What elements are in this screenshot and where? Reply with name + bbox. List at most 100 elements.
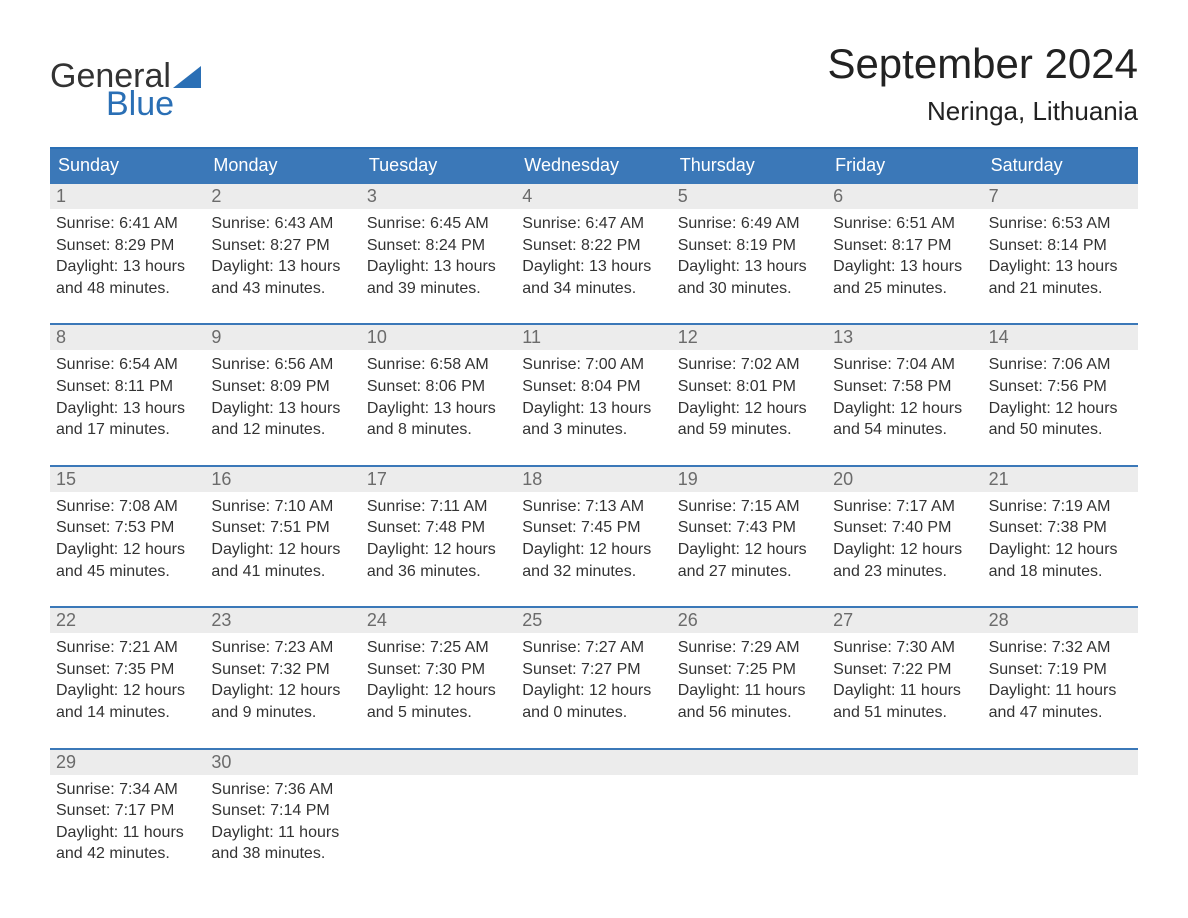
sunset-text: Sunset: 8:06 PM: [367, 376, 510, 398]
day-number: 5: [672, 184, 827, 209]
day-cell: Sunrise: 7:15 AMSunset: 7:43 PMDaylight:…: [672, 492, 827, 606]
sunset-text: Sunset: 7:48 PM: [367, 517, 510, 539]
sunrise-text: Sunrise: 7:10 AM: [211, 496, 354, 518]
day-number: 3: [361, 184, 516, 209]
sunset-text: Sunset: 7:51 PM: [211, 517, 354, 539]
day-number: 17: [361, 467, 516, 492]
daylight-text-line1: Daylight: 13 hours: [522, 398, 665, 420]
daylight-text-line2: and 36 minutes.: [367, 561, 510, 583]
sunset-text: Sunset: 7:58 PM: [833, 376, 976, 398]
sunset-text: Sunset: 7:32 PM: [211, 659, 354, 681]
weeks-container: 1234567Sunrise: 6:41 AMSunset: 8:29 PMDa…: [50, 182, 1138, 889]
day-cell: Sunrise: 6:49 AMSunset: 8:19 PMDaylight:…: [672, 209, 827, 323]
sunset-text: Sunset: 7:17 PM: [56, 800, 199, 822]
page-header: General Blue September 2024 Neringa, Lit…: [50, 40, 1138, 127]
day-cell: Sunrise: 7:29 AMSunset: 7:25 PMDaylight:…: [672, 633, 827, 747]
daylight-text-line2: and 14 minutes.: [56, 702, 199, 724]
daylight-text-line1: Daylight: 13 hours: [522, 256, 665, 278]
sunrise-text: Sunrise: 7:11 AM: [367, 496, 510, 518]
sunrise-text: Sunrise: 7:04 AM: [833, 354, 976, 376]
daylight-text-line1: Daylight: 11 hours: [678, 680, 821, 702]
sunrise-text: Sunrise: 6:47 AM: [522, 213, 665, 235]
daylight-text-line2: and 5 minutes.: [367, 702, 510, 724]
day-number: 30: [205, 750, 360, 775]
title-block: September 2024 Neringa, Lithuania: [827, 40, 1138, 127]
day-number: 7: [983, 184, 1138, 209]
day-cell: [672, 775, 827, 889]
day-number: 9: [205, 325, 360, 350]
sunset-text: Sunset: 8:01 PM: [678, 376, 821, 398]
sunrise-text: Sunrise: 7:19 AM: [989, 496, 1132, 518]
daylight-text-line1: Daylight: 12 hours: [678, 398, 821, 420]
location-subtitle: Neringa, Lithuania: [827, 96, 1138, 127]
sunset-text: Sunset: 8:09 PM: [211, 376, 354, 398]
daylight-text-line2: and 8 minutes.: [367, 419, 510, 441]
daylight-text-line2: and 48 minutes.: [56, 278, 199, 300]
sunset-text: Sunset: 8:29 PM: [56, 235, 199, 257]
daylight-text-line2: and 59 minutes.: [678, 419, 821, 441]
daylight-text-line1: Daylight: 13 hours: [56, 256, 199, 278]
weekday-header: Saturday: [983, 149, 1138, 182]
daylight-text-line1: Daylight: 13 hours: [367, 256, 510, 278]
daylight-text-line1: Daylight: 13 hours: [56, 398, 199, 420]
day-number: 13: [827, 325, 982, 350]
day-cell: Sunrise: 6:43 AMSunset: 8:27 PMDaylight:…: [205, 209, 360, 323]
sunset-text: Sunset: 7:43 PM: [678, 517, 821, 539]
sunrise-text: Sunrise: 7:02 AM: [678, 354, 821, 376]
weekday-header-row: SundayMondayTuesdayWednesdayThursdayFrid…: [50, 147, 1138, 182]
day-cell: Sunrise: 7:27 AMSunset: 7:27 PMDaylight:…: [516, 633, 671, 747]
sunrise-text: Sunrise: 7:00 AM: [522, 354, 665, 376]
daylight-text-line2: and 3 minutes.: [522, 419, 665, 441]
day-cell: Sunrise: 7:36 AMSunset: 7:14 PMDaylight:…: [205, 775, 360, 889]
weekday-header: Friday: [827, 149, 982, 182]
logo: General Blue: [50, 60, 201, 121]
week-row: 2930Sunrise: 7:34 AMSunset: 7:17 PMDayli…: [50, 748, 1138, 889]
daylight-text-line1: Daylight: 12 hours: [56, 539, 199, 561]
day-number: 15: [50, 467, 205, 492]
sunrise-text: Sunrise: 7:13 AM: [522, 496, 665, 518]
sunrise-text: Sunrise: 7:29 AM: [678, 637, 821, 659]
day-cell: Sunrise: 6:41 AMSunset: 8:29 PMDaylight:…: [50, 209, 205, 323]
day-cell: Sunrise: 7:23 AMSunset: 7:32 PMDaylight:…: [205, 633, 360, 747]
sunset-text: Sunset: 7:45 PM: [522, 517, 665, 539]
daylight-text-line2: and 42 minutes.: [56, 843, 199, 865]
sunset-text: Sunset: 8:04 PM: [522, 376, 665, 398]
daylight-text-line2: and 50 minutes.: [989, 419, 1132, 441]
day-number: 29: [50, 750, 205, 775]
daylight-text-line1: Daylight: 12 hours: [678, 539, 821, 561]
daylight-text-line1: Daylight: 12 hours: [833, 398, 976, 420]
day-number: 10: [361, 325, 516, 350]
sunset-text: Sunset: 7:56 PM: [989, 376, 1132, 398]
day-cell: [361, 775, 516, 889]
sunrise-text: Sunrise: 7:32 AM: [989, 637, 1132, 659]
sunrise-text: Sunrise: 6:43 AM: [211, 213, 354, 235]
day-cell: Sunrise: 7:02 AMSunset: 8:01 PMDaylight:…: [672, 350, 827, 464]
daylight-text-line2: and 12 minutes.: [211, 419, 354, 441]
day-number: 12: [672, 325, 827, 350]
sunset-text: Sunset: 7:19 PM: [989, 659, 1132, 681]
sunset-text: Sunset: 7:22 PM: [833, 659, 976, 681]
day-cell: Sunrise: 7:08 AMSunset: 7:53 PMDaylight:…: [50, 492, 205, 606]
daylight-text-line2: and 25 minutes.: [833, 278, 976, 300]
daylight-text-line2: and 41 minutes.: [211, 561, 354, 583]
daylight-text-line2: and 9 minutes.: [211, 702, 354, 724]
daylight-text-line1: Daylight: 12 hours: [522, 680, 665, 702]
sunrise-text: Sunrise: 7:21 AM: [56, 637, 199, 659]
day-number: 21: [983, 467, 1138, 492]
day-number: [516, 750, 671, 775]
logo-blue-text: Blue: [106, 88, 201, 120]
daylight-text-line2: and 47 minutes.: [989, 702, 1132, 724]
day-cell: Sunrise: 7:17 AMSunset: 7:40 PMDaylight:…: [827, 492, 982, 606]
day-number: 1: [50, 184, 205, 209]
day-number: 6: [827, 184, 982, 209]
daylight-text-line2: and 45 minutes.: [56, 561, 199, 583]
day-cell: Sunrise: 7:32 AMSunset: 7:19 PMDaylight:…: [983, 633, 1138, 747]
sunset-text: Sunset: 8:11 PM: [56, 376, 199, 398]
daylight-text-line1: Daylight: 11 hours: [833, 680, 976, 702]
daylight-text-line1: Daylight: 11 hours: [989, 680, 1132, 702]
day-number: 16: [205, 467, 360, 492]
weekday-header: Wednesday: [516, 149, 671, 182]
weekday-header: Thursday: [672, 149, 827, 182]
sunset-text: Sunset: 7:25 PM: [678, 659, 821, 681]
day-cell: Sunrise: 7:04 AMSunset: 7:58 PMDaylight:…: [827, 350, 982, 464]
